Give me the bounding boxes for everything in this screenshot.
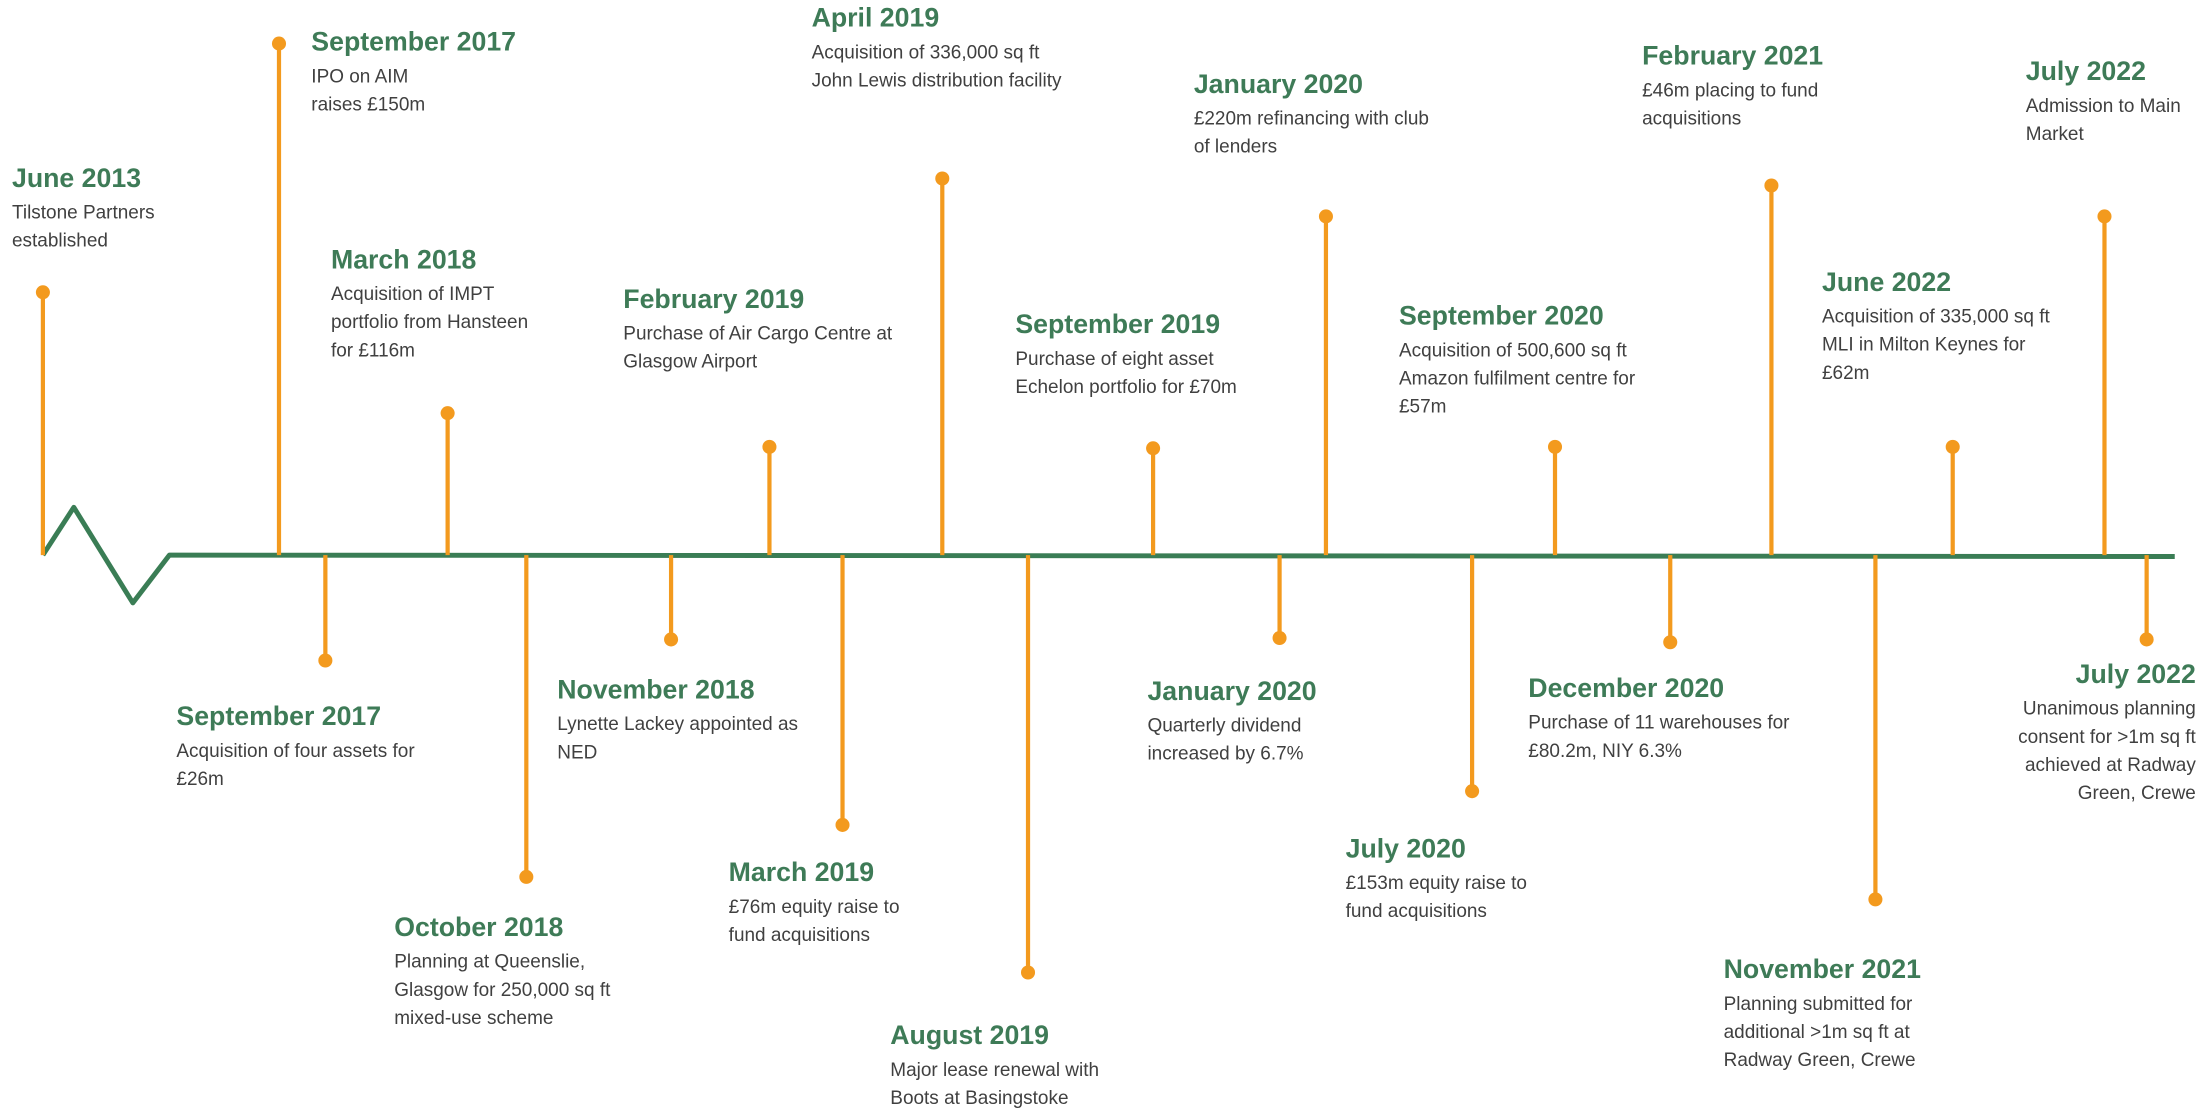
event-description: Admission to Main bbox=[2026, 96, 2181, 117]
event-dot bbox=[1465, 784, 1480, 799]
event-description: additional >1m sq ft at bbox=[1724, 1022, 1911, 1043]
event-date: August 2019 bbox=[890, 1020, 1049, 1050]
event-description: Acquisition of IMPT bbox=[331, 284, 495, 305]
event-description: Glasgow Airport bbox=[623, 352, 758, 373]
event-date: November 2018 bbox=[557, 674, 754, 704]
event-description: Unanimous planning bbox=[2023, 699, 2196, 720]
event-description: NED bbox=[557, 742, 597, 763]
event-description: Boots at Basingstoke bbox=[890, 1088, 1068, 1109]
event-description: £26m bbox=[176, 769, 223, 790]
event-date: February 2019 bbox=[623, 284, 804, 314]
event-description: Amazon fulfilment centre for bbox=[1399, 368, 1635, 389]
event-description: Quarterly dividend bbox=[1147, 716, 1301, 737]
event-description: MLI in Milton Keynes for bbox=[1822, 335, 2025, 356]
event-description: established bbox=[12, 231, 108, 252]
event-description: Major lease renewal with bbox=[890, 1060, 1099, 1081]
event-description: for £116m bbox=[331, 340, 415, 361]
event-dot bbox=[1318, 209, 1333, 224]
event-description: raises £150m bbox=[311, 94, 425, 115]
event-dot bbox=[271, 36, 287, 51]
event-description: fund acquisitions bbox=[1346, 901, 1487, 922]
event-description: Purchase of 11 warehouses for bbox=[1528, 713, 1789, 734]
event-description: Planning at Queenslie, bbox=[394, 952, 585, 973]
event-dot bbox=[935, 171, 950, 186]
event-dot bbox=[2139, 632, 2154, 647]
event-dot bbox=[1764, 178, 1779, 193]
event-dot bbox=[519, 869, 534, 884]
event-description: Radway Green, Crewe bbox=[1724, 1050, 1916, 1071]
event-date: February 2021 bbox=[1642, 41, 1823, 71]
event-description: Green, Crewe bbox=[2078, 783, 2196, 804]
event-date: March 2019 bbox=[729, 857, 874, 887]
event-description: Echelon portfolio for £70m bbox=[1015, 377, 1236, 398]
event-description: Acquisition of 336,000 sq ft bbox=[812, 42, 1041, 63]
event-dot bbox=[440, 406, 455, 421]
event-description: £62m bbox=[1822, 363, 1869, 384]
event-description: Lynette Lackey appointed as bbox=[557, 714, 798, 735]
event-date: October 2018 bbox=[394, 912, 563, 942]
event-description: portfolio from Hansteen bbox=[331, 312, 528, 333]
event-date: June 2022 bbox=[1822, 267, 1951, 297]
event-dot bbox=[1146, 441, 1161, 456]
event-date: January 2020 bbox=[1194, 69, 1363, 99]
event-date: January 2020 bbox=[1147, 676, 1316, 706]
event-description: fund acquisitions bbox=[729, 925, 870, 946]
event-date: July 2020 bbox=[1346, 833, 1466, 863]
event-description: £80.2m, NIY 6.3% bbox=[1528, 741, 1682, 762]
event-description: Glasgow for 250,000 sq ft bbox=[394, 980, 611, 1001]
event-description: Acquisition of four assets for bbox=[176, 741, 414, 762]
event-dot bbox=[35, 285, 50, 300]
event-description: increased by 6.7% bbox=[1147, 744, 1303, 765]
event-description: £153m equity raise to bbox=[1346, 873, 1527, 894]
event-dot bbox=[2097, 209, 2112, 224]
event-dot bbox=[1868, 892, 1883, 907]
event-dot bbox=[1272, 630, 1287, 646]
event-dot bbox=[1945, 439, 1960, 454]
event-description: Purchase of Air Cargo Centre at bbox=[623, 323, 893, 344]
event-dot bbox=[762, 439, 777, 454]
event-date: July 2022 bbox=[2076, 659, 2196, 689]
event-description: Market bbox=[2026, 124, 2085, 145]
event-date: July 2022 bbox=[2026, 56, 2146, 86]
event-date: April 2019 bbox=[812, 3, 940, 33]
event-date: September 2020 bbox=[1399, 301, 1604, 331]
event-dot bbox=[1020, 965, 1036, 980]
event-description: consent for >1m sq ft bbox=[2018, 727, 2196, 748]
event-description: mixed-use scheme bbox=[394, 1008, 553, 1029]
axis-line bbox=[40, 504, 2175, 606]
event-description: acquisitions bbox=[1642, 108, 1741, 129]
event-description: £46m placing to fund bbox=[1642, 80, 1818, 101]
event-dot bbox=[318, 653, 333, 668]
event-description: £220m refinancing with club bbox=[1194, 108, 1429, 129]
event-dot bbox=[1663, 635, 1678, 650]
event-date: June 2013 bbox=[12, 163, 141, 193]
event-dot bbox=[835, 817, 850, 832]
event-dot bbox=[1547, 439, 1563, 454]
event-date: November 2021 bbox=[1724, 954, 1921, 984]
event-description: of lenders bbox=[1194, 137, 1277, 158]
event-date: December 2020 bbox=[1528, 673, 1724, 703]
event-description: IPO on AIM bbox=[311, 66, 408, 87]
event-description: Planning submitted for bbox=[1724, 994, 1913, 1015]
event-date: September 2017 bbox=[176, 701, 381, 731]
event-dot bbox=[664, 632, 679, 647]
event-date: March 2018 bbox=[331, 244, 477, 274]
event-date: September 2019 bbox=[1015, 309, 1220, 339]
event-description: Acquisition of 500,600 sq ft bbox=[1399, 340, 1628, 361]
event-description: Acquisition of 335,000 sq ft bbox=[1822, 307, 2051, 328]
event-description: John Lewis distribution facility bbox=[812, 71, 1062, 92]
event-description: Tilstone Partners bbox=[12, 203, 155, 224]
event-description: £57m bbox=[1399, 397, 1446, 418]
event-date: September 2017 bbox=[311, 27, 516, 57]
event-description: Purchase of eight asset bbox=[1015, 349, 1214, 370]
event-description: achieved at Radway bbox=[2025, 755, 2196, 776]
event-description: £76m equity raise to bbox=[729, 897, 900, 918]
